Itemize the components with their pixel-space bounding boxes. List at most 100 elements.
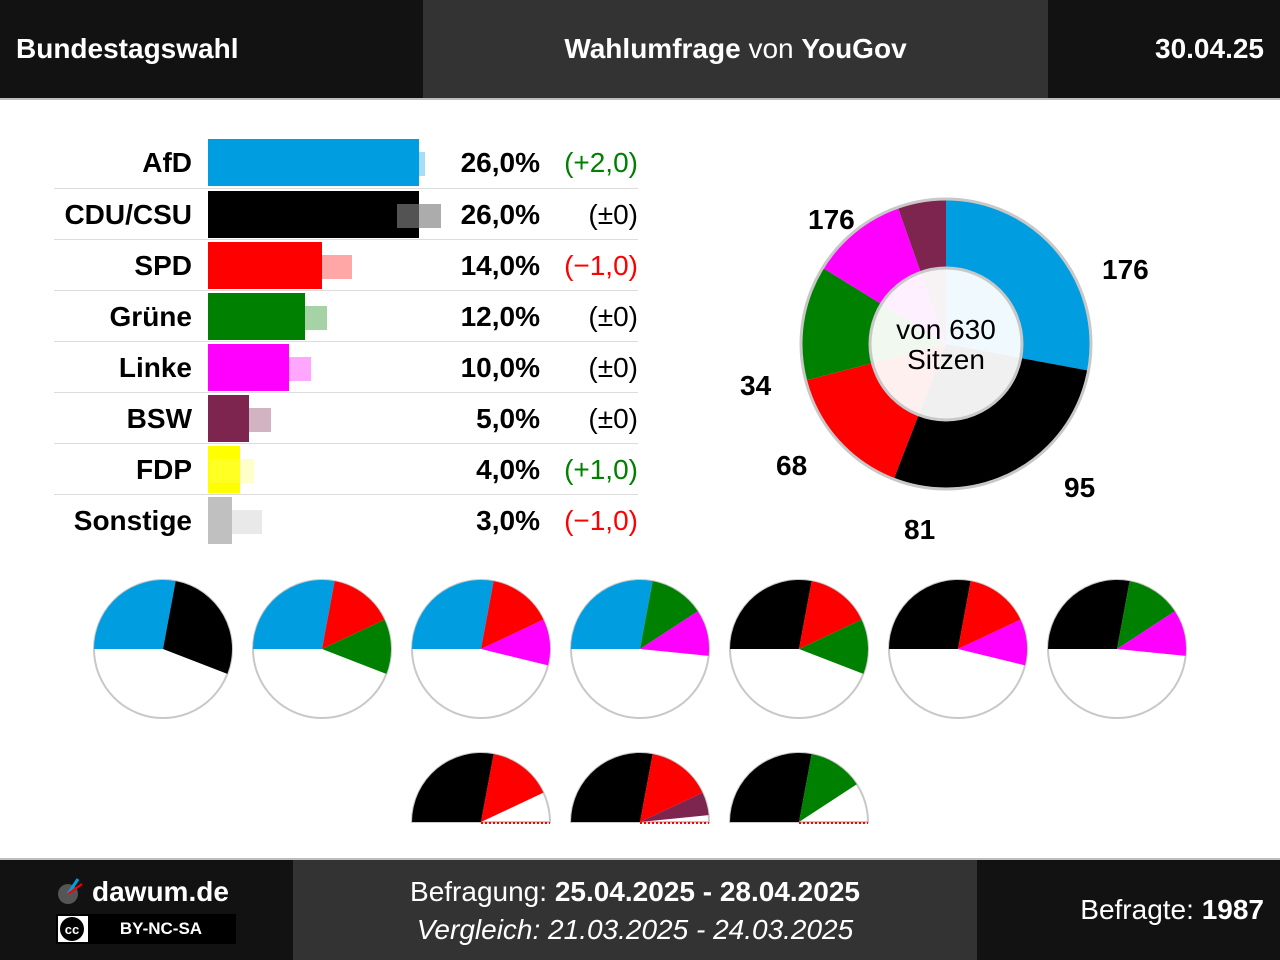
coalition-chart: [93, 579, 233, 719]
coalition-slice: [481, 581, 544, 649]
party-bar: [208, 344, 290, 391]
party-bar-area: [208, 293, 448, 340]
party-bar: [208, 395, 249, 442]
party-row: Linke 10,0% (±0): [54, 341, 638, 392]
coalition-slice: [481, 754, 544, 822]
poll-title: Wahlumfrage von YouGov: [423, 0, 1048, 98]
coalition-slice: [640, 792, 709, 822]
party-name: SPD: [134, 250, 192, 281]
seat-count-label: 34: [740, 370, 772, 401]
party-bar: [208, 497, 233, 544]
coalition-chart: [411, 579, 551, 719]
survey-info: Befragung: 25.04.2025 - 28.04.2025 Vergl…: [293, 860, 977, 960]
coalition-slice: [322, 581, 385, 649]
footer-bar: dawum.de cc BY-NC-SA Befragung: 25.04.20…: [0, 860, 1280, 960]
respondents-count: 1987: [1201, 894, 1264, 925]
party-bar-area: [208, 191, 448, 238]
header-bar: Bundestagswahl Wahlumfrage von YouGov 30…: [0, 0, 1280, 98]
previous-value-marker: [218, 510, 263, 534]
coalition-slice: [730, 753, 812, 822]
respondents-info: Befragte: 1987: [977, 860, 1280, 960]
poll-title-von: von: [748, 33, 794, 64]
seat-count-label: 176: [1102, 254, 1149, 285]
previous-value-marker: [226, 408, 271, 432]
party-bar-area: [208, 344, 448, 391]
party-percent: 26,0%: [460, 147, 540, 178]
coalition-chart: [570, 579, 710, 719]
brand-name[interactable]: dawum.de: [92, 876, 229, 907]
coalition-slice: [958, 619, 1027, 666]
party-row: FDP 4,0% (+1,0): [54, 443, 638, 494]
party-row: Sonstige 3,0% (−1,0): [54, 494, 638, 545]
seat-total-label: von 630 Sitzen: [880, 315, 1012, 375]
party-change: (+1,0): [564, 454, 638, 485]
party-percent: 5,0%: [476, 403, 540, 434]
coalition-slice: [640, 611, 709, 656]
party-change: (−1,0): [564, 505, 638, 536]
party-name: CDU/CSU: [64, 199, 192, 230]
footer-divider: [0, 858, 1280, 861]
election-title: Bundestagswahl: [0, 0, 423, 98]
party-percent: 14,0%: [460, 250, 540, 281]
party-change: (±0): [588, 403, 638, 434]
previous-value-marker: [380, 152, 425, 176]
party-name: AfD: [142, 147, 192, 178]
previous-value-marker: [307, 255, 352, 279]
party-bar-area: [208, 446, 448, 493]
seat-total-line1: von 630: [896, 314, 996, 345]
party-change: (+2,0): [564, 147, 638, 178]
coalition-slice: [1117, 581, 1175, 649]
previous-value-marker: [267, 357, 312, 381]
pollster-name: YouGov: [801, 33, 907, 64]
cc-license-badge[interactable]: cc BY-NC-SA: [56, 914, 236, 944]
dawum-logo-icon: [58, 878, 83, 904]
coalition-charts: [93, 579, 1187, 824]
coalition-slice: [799, 619, 868, 674]
previous-value-marker: [397, 204, 441, 228]
coalition-chart: [728, 752, 870, 824]
party-name: Sonstige: [73, 505, 192, 536]
coalition-slice: [322, 619, 391, 674]
party-row: Grüne 12,0% (±0): [54, 290, 638, 341]
coalition-slice: [163, 581, 232, 674]
party-name: BSW: [126, 403, 192, 434]
coalition-slice: [799, 754, 857, 822]
party-name: Grüne: [109, 301, 192, 332]
seat-count-label: 81: [904, 514, 936, 545]
party-row: BSW 5,0% (±0): [54, 392, 638, 443]
cc-icon: cc: [60, 917, 84, 941]
coalition-slice: [1048, 580, 1130, 649]
coalition-slice: [412, 580, 494, 649]
coalition-slice: [571, 753, 653, 822]
coalition-slice: [958, 581, 1021, 649]
survey-period-line: Befragung: 25.04.2025 - 28.04.2025: [293, 876, 977, 908]
party-percent: 10,0%: [460, 352, 540, 383]
party-bar-area: [208, 497, 448, 544]
seat-count-label: 68: [776, 450, 808, 481]
poll-title-label: Wahlumfrage: [564, 33, 741, 64]
previous-value-marker: [210, 459, 255, 483]
coalition-chart: [252, 579, 392, 719]
coalition-chart: [888, 579, 1028, 719]
coalition-slice: [481, 619, 550, 666]
coalition-slice: [412, 753, 494, 822]
coalition-slice: [1117, 611, 1186, 656]
party-row: AfD 26,0% (+2,0): [54, 137, 638, 188]
party-change: (±0): [588, 199, 638, 230]
header-divider: [0, 98, 1280, 100]
party-percent: 4,0%: [476, 454, 540, 485]
seat-count-label: 176: [808, 204, 855, 235]
coalition-slice: [799, 581, 862, 649]
donut-outline: [799, 197, 1093, 491]
party-bar-area: [208, 242, 448, 289]
coalition-chart: [729, 579, 869, 719]
seat-donut-chart: von 630 Sitzen 176 176 95 81 68 34: [720, 150, 1200, 550]
footer-brand-area: dawum.de cc BY-NC-SA: [0, 860, 293, 960]
party-row: SPD 14,0% (−1,0): [54, 239, 638, 290]
party-change: (−1,0): [564, 250, 638, 281]
coalition-chart: [410, 752, 552, 824]
party-bar: [208, 293, 306, 340]
party-name: Linke: [118, 352, 192, 383]
donut-hole: [868, 266, 1024, 422]
survey-period: 25.04.2025 - 28.04.2025: [554, 876, 860, 907]
